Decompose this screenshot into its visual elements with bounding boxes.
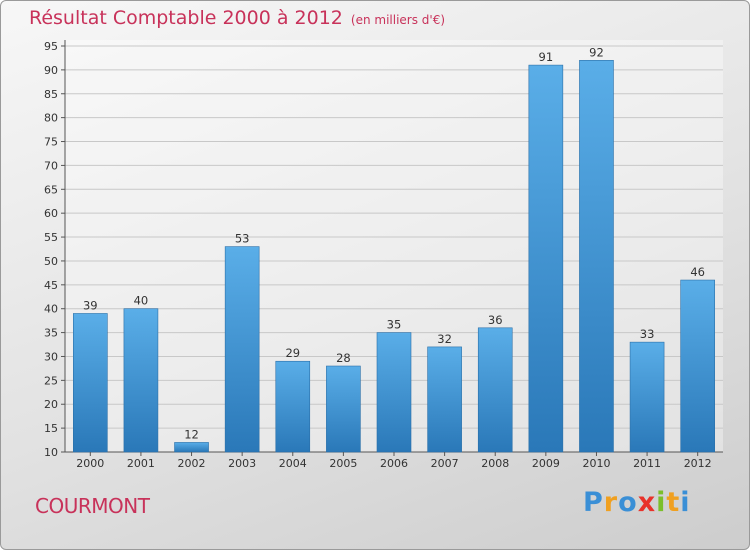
bar (376, 332, 412, 453)
bar-value-label: 28 (336, 351, 351, 365)
x-tick-label: 2012 (684, 457, 712, 470)
bar (326, 365, 361, 453)
bar (73, 313, 108, 453)
bar-value-label: 32 (437, 332, 452, 346)
x-tick-label: 2003 (228, 457, 256, 470)
y-tick-label: 70 (44, 159, 58, 172)
y-tick-label: 15 (44, 422, 58, 435)
y-tick-label: 20 (44, 398, 58, 411)
chart-title: Résultat Comptable 2000 à 2012 (en millie… (29, 7, 445, 29)
y-tick-label: 65 (44, 183, 58, 196)
logo-letter: o (618, 487, 638, 518)
x-tick-label: 2008 (481, 457, 509, 470)
bar-value-label: 12 (184, 427, 199, 441)
y-tick-label: 75 (44, 136, 58, 149)
logo-letter: x (637, 487, 657, 518)
logo-letter: P (583, 487, 604, 518)
y-tick-label: 30 (44, 350, 58, 363)
chart-subtitle: (en milliers d'€) (350, 13, 446, 27)
bar-value-label: 92 (589, 45, 604, 59)
bar (427, 346, 462, 453)
bar (528, 64, 564, 453)
y-tick-label: 45 (44, 279, 58, 292)
logo-letter: t (666, 487, 681, 518)
bar (174, 442, 209, 453)
proxiti-logo: Proxiti (583, 487, 691, 518)
y-tick-label: 85 (44, 88, 58, 101)
x-tick-label: 2009 (532, 457, 560, 470)
y-tick-label: 40 (44, 303, 58, 316)
x-tick-label: 2005 (329, 457, 357, 470)
bar-value-label: 29 (285, 346, 300, 360)
bar-value-label: 46 (690, 265, 705, 279)
bar-value-label: 33 (640, 327, 655, 341)
logo-letter: i (656, 487, 667, 518)
bar (123, 308, 159, 453)
y-tick-label: 55 (44, 231, 58, 244)
x-tick-label: 2001 (127, 457, 155, 470)
y-tick-label: 35 (44, 327, 58, 340)
bar (275, 360, 311, 453)
x-tick-label: 2002 (178, 457, 206, 470)
bar-value-label: 91 (539, 50, 554, 64)
y-tick-label: 90 (44, 64, 58, 77)
logo-letter: r (603, 487, 619, 518)
x-tick-label: 2004 (279, 457, 307, 470)
bar-value-label: 40 (134, 294, 149, 308)
bar-value-label: 36 (488, 313, 503, 327)
bar-value-label: 53 (235, 232, 250, 246)
y-tick-label: 80 (44, 112, 58, 125)
bar-value-label: 39 (83, 298, 98, 312)
y-tick-label: 50 (44, 255, 58, 268)
bar (477, 327, 513, 453)
y-tick-label: 60 (44, 207, 58, 220)
bar (224, 246, 260, 453)
x-tick-label: 2006 (380, 457, 408, 470)
bar (680, 279, 715, 453)
x-tick-label: 2000 (76, 457, 104, 470)
bar (629, 341, 665, 453)
y-tick-label: 95 (44, 40, 58, 53)
y-tick-label: 25 (44, 374, 58, 387)
bar-value-label: 35 (387, 318, 402, 332)
commune-name: COURMONT (35, 494, 150, 518)
x-tick-label: 2007 (431, 457, 459, 470)
bar (579, 60, 614, 453)
x-tick-label: 2010 (582, 457, 610, 470)
chart-title-text: Résultat Comptable 2000 à 2012 (29, 7, 343, 29)
x-tick-label: 2011 (633, 457, 661, 470)
logo-letter: i (680, 487, 691, 518)
bar-chart: 10 15 20 25 30 35 40 45 50 55 60 65 70 75 80 85 90 95 39 20… (44, 40, 723, 470)
y-tick-label: 10 (44, 446, 58, 459)
